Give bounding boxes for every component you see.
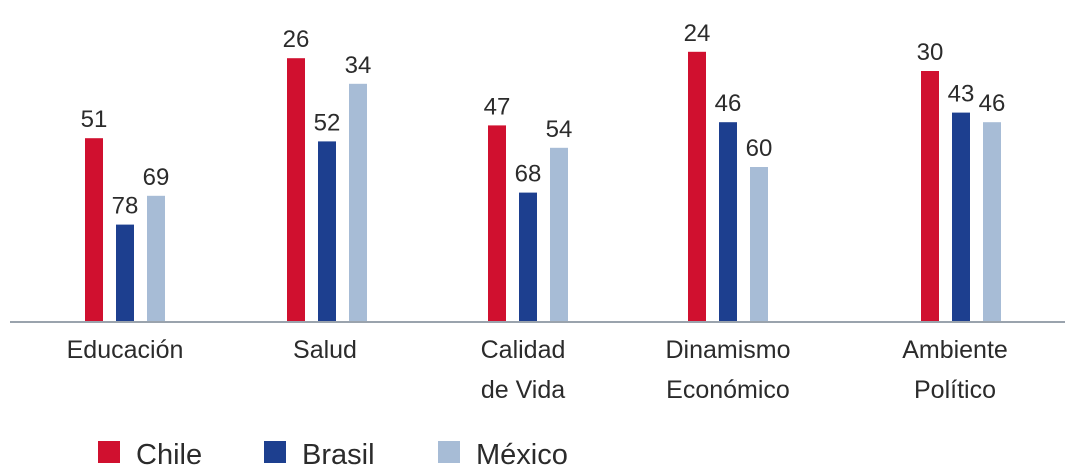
legend-swatch-mexico bbox=[438, 441, 460, 463]
bar-brasil-3 bbox=[519, 192, 537, 322]
bar-brasil-1 bbox=[116, 224, 134, 322]
bar-chile-1 bbox=[85, 138, 103, 322]
bars-layer bbox=[85, 51, 1001, 323]
category-label-4-line-2: Económico bbox=[666, 376, 790, 404]
bar-mexico-1 bbox=[147, 195, 165, 322]
data-label-mexico-3: 54 bbox=[546, 116, 573, 143]
bar-mexico-4 bbox=[750, 167, 768, 322]
data-label-brasil-1: 78 bbox=[112, 193, 139, 220]
bar-mexico-3 bbox=[550, 147, 568, 322]
data-label-chile-2: 26 bbox=[283, 26, 310, 53]
bar-chile-3 bbox=[488, 125, 506, 323]
category-label-5-line-1: Ambiente bbox=[902, 336, 1008, 364]
category-label-2-line-1: Salud bbox=[293, 336, 357, 364]
bar-mexico-2 bbox=[349, 83, 367, 322]
bar-chile-2 bbox=[287, 58, 305, 322]
data-label-mexico-1: 69 bbox=[143, 164, 170, 191]
bar-mexico-5 bbox=[983, 122, 1001, 322]
data-label-brasil-3: 68 bbox=[515, 161, 542, 188]
bar-brasil-2 bbox=[318, 141, 336, 322]
legend-label-chile: Chile bbox=[136, 439, 202, 469]
data-label-brasil-2: 52 bbox=[314, 109, 341, 136]
legend: Chile Brasil México bbox=[98, 439, 568, 469]
category-label-3-line-2: de Vida bbox=[481, 376, 565, 404]
legend-swatch-chile bbox=[98, 441, 120, 463]
bar-brasil-5 bbox=[952, 112, 970, 322]
data-label-chile-3: 47 bbox=[484, 93, 511, 120]
data-label-brasil-5: 43 bbox=[948, 81, 975, 108]
category-label-3-line-1: Calidad bbox=[481, 336, 566, 364]
bar-chile-4 bbox=[688, 51, 706, 323]
category-label-4-line-1: Dinamismo bbox=[665, 336, 790, 364]
legend-swatch-brasil bbox=[264, 441, 286, 463]
bar-chile-5 bbox=[921, 71, 939, 322]
category-label-5-line-2: Político bbox=[914, 376, 996, 404]
data-label-mexico-4: 60 bbox=[746, 135, 773, 162]
data-label-brasil-4: 46 bbox=[715, 90, 742, 117]
bar-brasil-4 bbox=[719, 122, 737, 322]
legend-label-brasil: Brasil bbox=[302, 439, 375, 469]
data-label-chile-1: 51 bbox=[81, 106, 108, 133]
data-label-chile-4: 24 bbox=[684, 20, 711, 47]
data-label-mexico-5: 46 bbox=[979, 90, 1006, 117]
data-label-chile-5: 30 bbox=[917, 39, 944, 66]
category-label-1-line-1: Educación bbox=[67, 336, 184, 364]
legend-label-mexico: México bbox=[476, 439, 568, 469]
category-labels-layer: Educación Salud Calidad de Vida Dinamismo Eco… bbox=[67, 336, 1008, 404]
data-label-mexico-2: 34 bbox=[345, 52, 372, 79]
